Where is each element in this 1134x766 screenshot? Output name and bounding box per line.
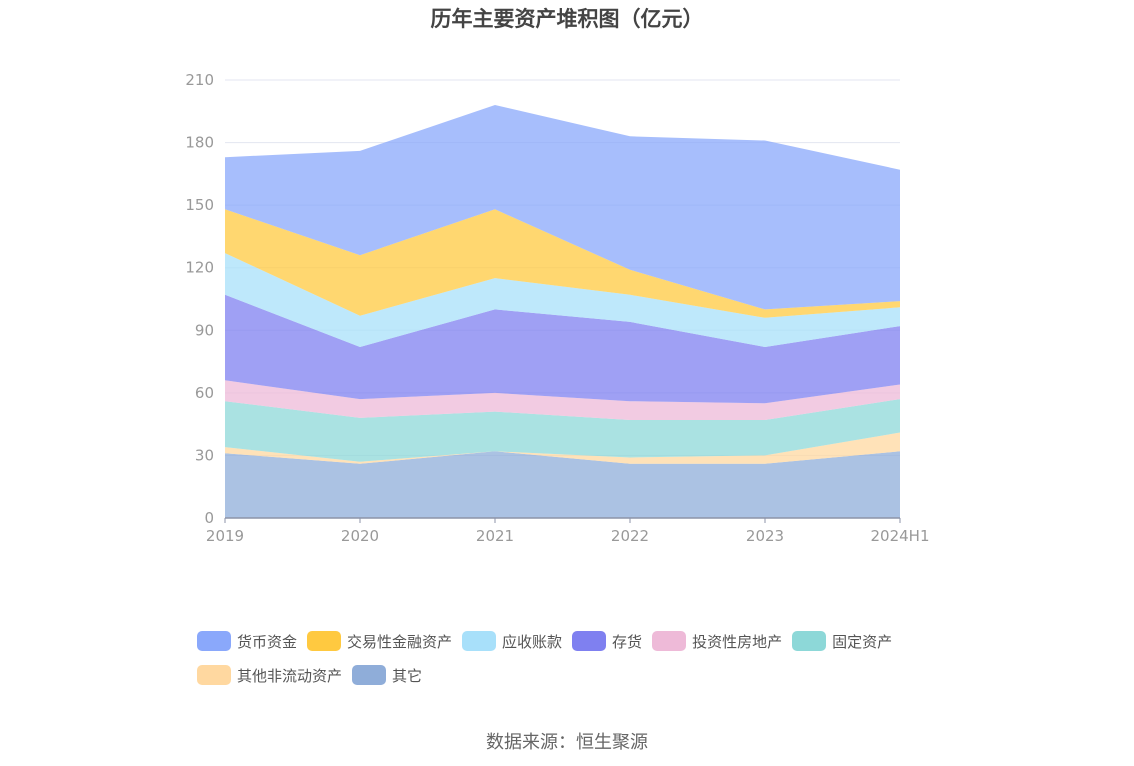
area-series-7 [225, 105, 900, 310]
x-tick-label: 2023 [746, 527, 784, 545]
legend: 货币资金 交易性金融资产 应收账款 存货 投资性房地产 固定资产其他非流动资产 其它 [197, 630, 957, 698]
y-tick-label: 60 [195, 384, 214, 402]
data-source: 数据来源：恒生聚源 [486, 732, 648, 753]
y-tick-label: 120 [185, 259, 214, 277]
legend-label: 固定资产 [832, 632, 893, 651]
area-series [225, 105, 900, 518]
legend-label: 其它 [392, 666, 423, 685]
legend-swatch [352, 665, 387, 685]
x-tick-label: 2021 [476, 527, 514, 545]
legend-item[interactable]: 其它 [352, 664, 422, 686]
area-series-4 [225, 294, 900, 404]
legend-swatch [572, 631, 607, 651]
x-tick-label: 2019 [206, 527, 244, 545]
y-tick-label: 210 [185, 71, 214, 89]
y-tick-label: 150 [185, 196, 214, 214]
legend-swatch [197, 631, 231, 651]
legend-item[interactable]: 交易性金融资产 [307, 630, 452, 652]
y-tick-label: 0 [204, 509, 214, 527]
y-tick-label: 30 [195, 446, 214, 464]
legend-label: 交易性金融资产 [347, 632, 453, 651]
x-tick-label: 2024H1 [871, 527, 930, 545]
legend-label: 存货 [612, 632, 643, 651]
legend-swatch [652, 631, 687, 651]
area-series-6 [225, 209, 900, 318]
legend-swatch [307, 631, 342, 651]
axes: 0 30 60 90 120 150 180 210 2019 2020 2021 2022 2023 2… [185, 71, 929, 545]
legend-swatch [462, 631, 497, 651]
legend-item[interactable]: 应收账款 [462, 630, 562, 652]
x-tick-label: 2020 [341, 527, 379, 545]
legend-label: 货币资金 [237, 632, 298, 651]
legend-item[interactable]: 固定资产 [792, 630, 892, 652]
legend-label: 应收账款 [502, 632, 563, 651]
legend-item[interactable]: 货币资金 [197, 630, 297, 652]
area-series-0 [225, 451, 900, 518]
legend-swatch [792, 631, 827, 651]
chart-title: 历年主要资产堆积图（亿元） [430, 7, 704, 31]
legend-item[interactable]: 存货 [572, 630, 642, 652]
legend-item[interactable]: 投资性房地产 [652, 630, 782, 652]
legend-swatch [197, 665, 231, 685]
area-series-2 [225, 399, 900, 462]
x-tick-label: 2022 [611, 527, 649, 545]
area-series-3 [225, 380, 900, 420]
legend-item[interactable]: 其他非流动资产 [197, 664, 342, 686]
y-tick-label: 180 [185, 134, 214, 152]
legend-label: 其他非流动资产 [237, 666, 343, 685]
legend-label: 投资性房地产 [692, 632, 783, 651]
y-tick-label: 90 [195, 321, 214, 339]
area-series-5 [225, 253, 900, 347]
area-series-1 [225, 432, 900, 464]
